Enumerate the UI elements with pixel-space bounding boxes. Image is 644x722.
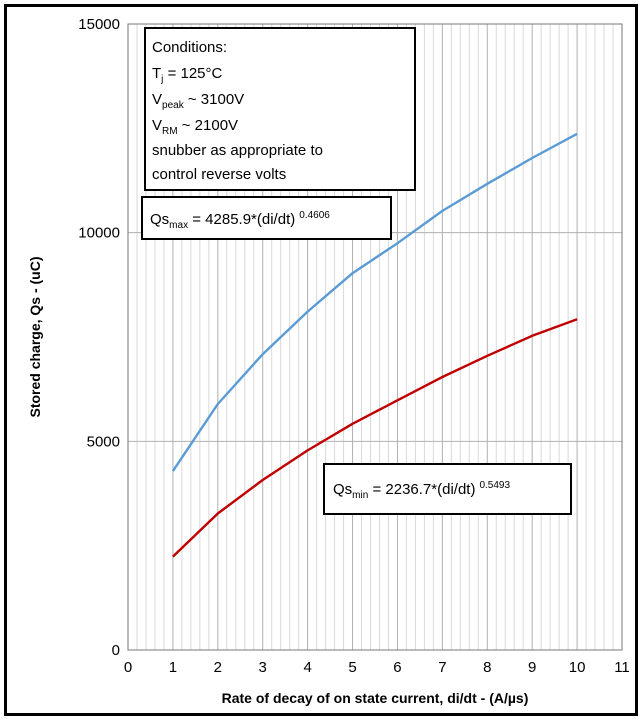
conditions-box [144,27,416,191]
x-tick-label: 10 [569,659,586,676]
condition-tj: Tj = 125°C [152,65,223,85]
equation-min-box [323,463,572,515]
x-axis-label: Rate of decay of on state current, di/dt… [222,690,529,706]
plot-area-border [127,23,623,651]
series-qs-max-line [171,132,578,472]
x-tick-label: 6 [393,659,401,676]
x-tick-label: 2 [214,659,222,676]
conditions-title: Conditions: [152,39,227,56]
x-tick-label: 1 [169,659,177,676]
equation-min-text: Qsmin = 2236.7*(di/dt) 0.5493 [333,480,510,501]
y-tick-label: 10000 [78,225,120,242]
x-tick-label: 5 [348,659,356,676]
y-tick-label: 5000 [87,433,120,450]
y-axis-label: Stored charge, Qs - (uC) [27,256,43,417]
condition-snubber-line1: snubber as appropriate to [152,142,323,159]
y-tick-label: 0 [112,642,120,659]
x-tick-label: 3 [259,659,267,676]
x-tick-label: 7 [438,659,446,676]
series-qs-min-line [172,318,578,558]
x-tick-label: 9 [528,659,536,676]
condition-vrm: VRM ~ 2100V [152,117,238,137]
equation-max-box [141,196,392,240]
tick-labels: 0 1 2 3 4 5 6 7 8 9 10 11 0 5000 10000 15000 [78,16,630,676]
conditions-annotation: Conditions: Tj = 125°C Vpeak ~ 3100V VRM… [144,27,416,191]
condition-snubber-line2: control reverse volts [152,166,286,183]
x-tick-label: 11 [614,659,630,676]
y-tick-label: 15000 [78,16,120,33]
condition-vpeak: Vpeak ~ 3100V [152,91,244,111]
x-tick-label: 4 [303,659,311,676]
x-tick-label: 0 [124,659,132,676]
series-layer [171,132,578,558]
x-tick-label: 8 [483,659,491,676]
equation-max-annotation: Qsmax = 4285.9*(di/dt) 0.4606 [141,196,392,240]
equation-max-text: Qsmax = 4285.9*(di/dt) 0.4606 [150,210,330,231]
equation-min-annotation: Qsmin = 2236.7*(di/dt) 0.5493 [323,463,572,515]
